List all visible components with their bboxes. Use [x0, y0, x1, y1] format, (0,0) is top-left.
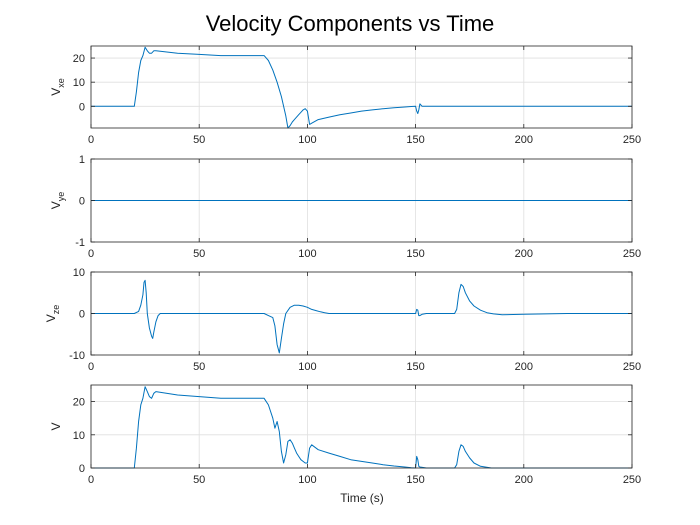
x-tick-label: 50 — [193, 134, 205, 146]
x-tick-label: 50 — [193, 248, 205, 260]
x-tick-label: 200 — [515, 134, 533, 146]
y-axis-label: V — [49, 422, 63, 430]
y-tick-label: 1 — [79, 154, 85, 166]
x-tick-label: 0 — [88, 361, 94, 373]
y-tick-label: 20 — [73, 397, 85, 409]
figure-title: Velocity Components vs Time — [206, 11, 495, 36]
y-tick-label: -10 — [69, 350, 85, 362]
y-axis-label: Vye — [49, 192, 66, 210]
x-tick-label: 50 — [193, 474, 205, 486]
y-tick-label: 10 — [73, 430, 85, 442]
plot-frame — [90, 45, 633, 129]
data-line — [91, 46, 632, 129]
x-tick-label: 100 — [298, 474, 316, 486]
x-tick-label: 0 — [88, 248, 94, 260]
data-line — [91, 279, 632, 354]
x-tick-label: 150 — [406, 248, 424, 260]
y-tick-label: 20 — [73, 53, 85, 65]
x-tick-label: 50 — [193, 361, 205, 373]
subplot-4: 0 50 100 150 200 250 0 10 20 V — [49, 384, 641, 486]
x-tick-label: 150 — [406, 134, 424, 146]
y-tick-label: 0 — [79, 463, 85, 475]
plot-frame — [90, 384, 633, 469]
x-tick-label: 100 — [298, 134, 316, 146]
data-line — [91, 386, 632, 469]
y-tick-label: 0 — [79, 101, 85, 113]
y-tick-label: 0 — [79, 196, 85, 208]
x-tick-label: 0 — [88, 134, 94, 146]
y-tick-label: 10 — [73, 77, 85, 89]
plot-area — [91, 385, 632, 468]
plot-area — [91, 46, 632, 128]
x-axis-label: Time (s) — [340, 491, 384, 505]
x-tick-label: 100 — [298, 248, 316, 260]
x-tick-label: 200 — [515, 474, 533, 486]
x-tick-label: 200 — [515, 248, 533, 260]
y-tick-label: -1 — [75, 237, 85, 249]
subplot-1: 0 50 100 150 200 250 0 10 20 Vxe — [49, 45, 641, 146]
y-axis-label: Vxe — [49, 78, 66, 96]
x-tick-label: 100 — [298, 361, 316, 373]
x-tick-label: 250 — [623, 474, 641, 486]
y-axis-label: Vze — [44, 305, 61, 323]
x-tick-label: 250 — [623, 248, 641, 260]
x-tick-label: 250 — [623, 134, 641, 146]
y-tick-label: 10 — [73, 267, 85, 279]
x-tick-label: 0 — [88, 474, 94, 486]
x-tick-label: 150 — [406, 474, 424, 486]
x-tick-label: 200 — [515, 361, 533, 373]
x-tick-label: 250 — [623, 361, 641, 373]
y-tick-label: 0 — [79, 309, 85, 321]
x-tick-label: 150 — [406, 361, 424, 373]
